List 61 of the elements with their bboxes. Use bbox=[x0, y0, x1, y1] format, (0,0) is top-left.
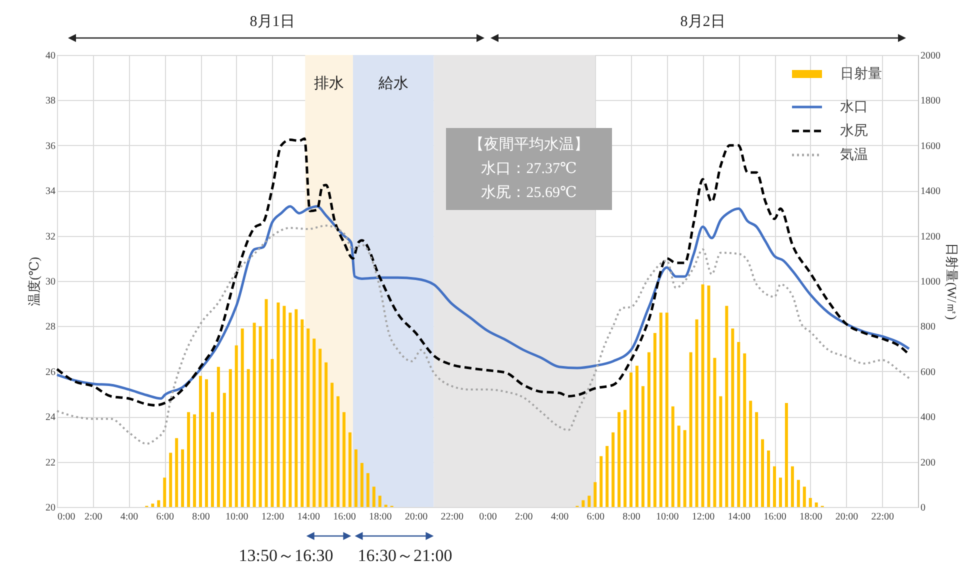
y-axis-title: 温度(℃) bbox=[26, 256, 42, 306]
x-tick-label: 20:00 bbox=[404, 512, 428, 522]
y-tick-label: 30 bbox=[46, 276, 56, 288]
x-tick-label: 16:00 bbox=[333, 512, 356, 522]
x-tick-label: 2:00 bbox=[514, 512, 533, 522]
y2-tick-label: 1800 bbox=[920, 96, 940, 107]
y2-tick-label: 1400 bbox=[920, 186, 940, 198]
x-tick-label: 12:00 bbox=[261, 512, 284, 522]
x-tick-label: 0:00 bbox=[58, 512, 76, 522]
y-tick-label: 22 bbox=[46, 457, 56, 468]
y-tick-label: 26 bbox=[46, 366, 56, 378]
y-tick-label: 32 bbox=[46, 231, 56, 242]
legend-label: 気温 bbox=[840, 147, 868, 163]
text: 8月1日 bbox=[248, 13, 296, 31]
x-tick-label: 8:00 bbox=[192, 512, 210, 522]
x-tick-label: 18:00 bbox=[368, 512, 392, 522]
y-tick-label: 40 bbox=[46, 50, 56, 62]
legend-label: 日射量 bbox=[840, 66, 882, 82]
band-label: 排水 bbox=[314, 75, 344, 92]
y-tick-label: 20 bbox=[46, 502, 56, 514]
band-label: 給水 bbox=[377, 75, 408, 92]
y2-axis-title: 日射量(W/㎡) bbox=[944, 243, 960, 320]
y-tick-label: 34 bbox=[46, 186, 56, 198]
y-tick-label: 36 bbox=[46, 140, 56, 152]
y2-tick-label: 1000 bbox=[920, 276, 940, 288]
text: 13:50～16:30 bbox=[238, 546, 334, 565]
y2-tick-label: 1600 bbox=[920, 140, 940, 152]
legend-label: 水口 bbox=[840, 99, 868, 115]
x-tick-label: 18:00 bbox=[799, 512, 822, 522]
text: 16:30～21:00 bbox=[358, 546, 452, 565]
x-tick-label: 22:00 bbox=[440, 512, 464, 522]
y2-tick-label: 0 bbox=[920, 502, 926, 514]
x-tick-label: 22:00 bbox=[871, 512, 894, 522]
y2-tick-label: 800 bbox=[920, 322, 936, 333]
x-tick-label: 4:00 bbox=[120, 512, 138, 522]
y2-tick-label: 600 bbox=[920, 366, 936, 378]
annotation: 【夜間平均水温】 bbox=[468, 135, 590, 155]
x-tick-label: 20:00 bbox=[835, 512, 858, 522]
x-tick-label: 0:00 bbox=[479, 512, 497, 522]
legend-label: 水尻 bbox=[840, 123, 868, 139]
x-tick-label: 8:00 bbox=[622, 512, 640, 522]
y2-tick-label: 2000 bbox=[920, 50, 940, 62]
y-tick-label: 28 bbox=[46, 322, 56, 333]
text: 8月2日 bbox=[679, 13, 726, 31]
y-tick-label: 24 bbox=[46, 412, 56, 424]
x-tick-label: 14:00 bbox=[728, 512, 751, 522]
y2-tick-label: 400 bbox=[920, 412, 936, 424]
x-tick-label: 14:00 bbox=[297, 512, 320, 522]
annotation: 水口：27.37℃ bbox=[480, 160, 578, 179]
x-tick-label: 2:00 bbox=[84, 512, 102, 522]
x-tick-label: 6:00 bbox=[586, 512, 605, 522]
x-tick-label: 10:00 bbox=[656, 512, 679, 522]
y-tick-label: 38 bbox=[46, 96, 56, 107]
y2-tick-label: 200 bbox=[920, 457, 936, 468]
x-tick-label: 4:00 bbox=[550, 512, 569, 522]
x-tick-label: 12:00 bbox=[692, 512, 715, 522]
y2-tick-label: 1200 bbox=[920, 231, 940, 242]
x-tick-label: 16:00 bbox=[764, 512, 786, 522]
annotation: 水尻：25.69℃ bbox=[480, 184, 578, 203]
x-tick-label: 6:00 bbox=[156, 512, 174, 522]
x-tick-label: 10:00 bbox=[225, 512, 248, 522]
